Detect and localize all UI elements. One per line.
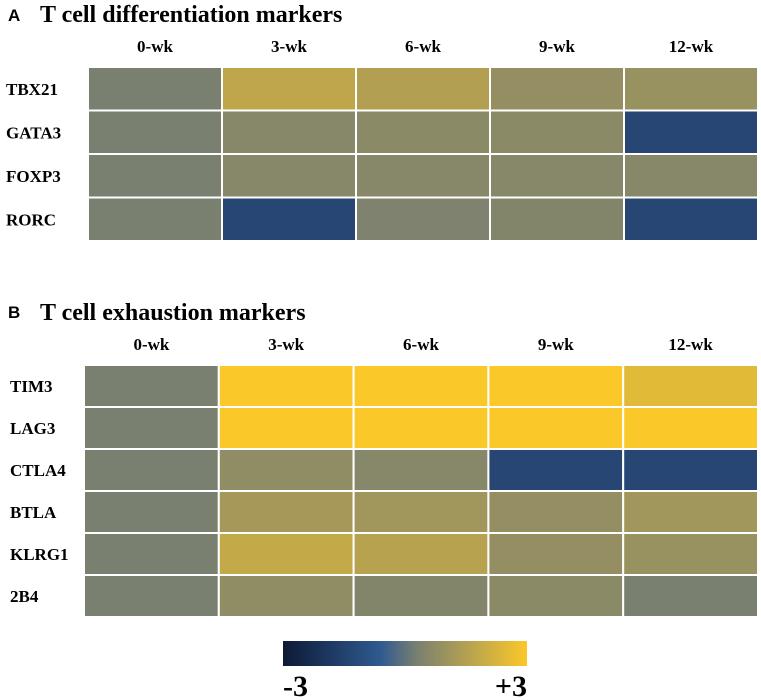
heatmap-cell — [489, 109, 625, 155]
heatmap-cell — [221, 109, 357, 155]
heatmap-cell — [622, 574, 760, 618]
row-label: CTLA4 — [10, 461, 66, 480]
heatmap-panel-a: 0-wk 3-wk 6-wk 9-wk 12-wk TBX21 GATA3 FOXP3 RORC — [6, 37, 759, 242]
heatmap-cell — [623, 196, 759, 242]
heatmap-cell — [217, 364, 355, 408]
heatmap-cell — [487, 574, 625, 618]
col-label: 0-wk — [137, 37, 173, 56]
heatmap-cell — [87, 66, 223, 112]
heatmap-cell — [622, 406, 760, 450]
heatmap-cell — [355, 153, 491, 199]
heatmap-cell — [83, 532, 220, 576]
panel-a-title: T cell differentiation markers — [40, 2, 342, 28]
panel-a-letter: A — [8, 6, 20, 25]
heatmap-cell — [623, 153, 759, 199]
row-label: 2B4 — [10, 587, 39, 606]
heatmap-cell — [217, 448, 355, 492]
heatmap-cell — [221, 66, 357, 112]
heatmap-cell — [352, 532, 490, 576]
heatmap-cell — [83, 406, 220, 450]
row-label: TIM3 — [10, 377, 53, 396]
heatmap-cell — [217, 574, 355, 618]
col-label: 12-wk — [668, 335, 713, 354]
heatmap-cell — [622, 490, 760, 534]
col-label: 9-wk — [538, 335, 574, 354]
heatmap-cell — [487, 490, 625, 534]
heatmap-cell — [489, 66, 625, 112]
heatmap-cell — [217, 406, 355, 450]
heatmap-cell — [83, 574, 220, 618]
heatmap-cell — [352, 490, 490, 534]
row-label: LAG3 — [10, 419, 55, 438]
heatmap-cell — [217, 532, 355, 576]
col-label: 12-wk — [669, 37, 714, 56]
heatmap-cell — [487, 364, 625, 408]
heatmap-cell — [622, 532, 760, 576]
heatmap-cell — [87, 153, 223, 199]
col-label: 3-wk — [271, 37, 307, 56]
heatmap-cell — [623, 66, 759, 112]
heatmap-cell — [221, 153, 357, 199]
heatmap-cell — [87, 109, 223, 155]
heatmap-cell — [355, 66, 491, 112]
heatmap-cell — [355, 109, 491, 155]
row-label: TBX21 — [6, 80, 58, 99]
heatmap-cell — [221, 196, 357, 242]
heatmap-cell — [489, 153, 625, 199]
heatmap-cell — [87, 196, 223, 242]
colorbar-max-label: +3 — [495, 670, 527, 700]
row-label: FOXP3 — [6, 167, 61, 186]
col-label: 9-wk — [539, 37, 575, 56]
heatmap-cell — [83, 364, 220, 408]
heatmap-cell — [487, 448, 625, 492]
heatmap-cell — [352, 448, 490, 492]
colorbar-min-label: -3 — [283, 670, 308, 700]
colorbar — [283, 641, 527, 666]
col-label: 6-wk — [405, 37, 441, 56]
heatmap-cell — [355, 196, 491, 242]
heatmap-cell — [622, 364, 760, 408]
panel-b-letter: B — [8, 303, 20, 322]
heatmap-cell — [622, 448, 760, 492]
heatmap-cell — [623, 109, 759, 155]
heatmap-cell — [352, 574, 490, 618]
heatmap-cell — [489, 196, 625, 242]
panel-b-title: T cell exhaustion markers — [40, 300, 306, 326]
heatmap-cell — [83, 490, 220, 534]
col-label: 6-wk — [403, 335, 439, 354]
col-label: 3-wk — [268, 335, 304, 354]
heatmap-cell — [352, 364, 490, 408]
heatmap-cell — [352, 406, 490, 450]
heatmap-cell — [487, 406, 625, 450]
heatmap-cell — [487, 532, 625, 576]
row-label: KLRG1 — [10, 545, 69, 564]
col-label: 0-wk — [133, 335, 169, 354]
heatmap-cell — [83, 448, 220, 492]
row-label: GATA3 — [6, 123, 61, 142]
row-label: RORC — [6, 210, 56, 229]
row-label: BTLA — [10, 503, 57, 522]
heatmap-panel-b: 0-wk 3-wk 6-wk 9-wk 12-wk TIM3 LAG3 CTLA4 BTLA KL… — [10, 335, 760, 618]
heatmap-cell — [217, 490, 355, 534]
